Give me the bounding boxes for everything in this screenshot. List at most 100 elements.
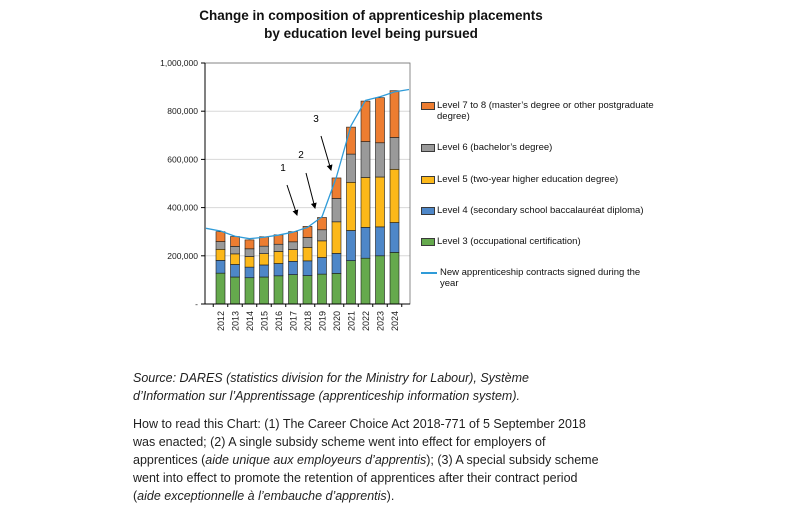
bar-segment-level-5-2021 — [346, 181, 356, 231]
bar-segment-level-6-2019 — [317, 229, 327, 242]
bar-segment-level-4-2022 — [360, 227, 371, 259]
bar-segment-level-7-8-2021 — [346, 126, 356, 155]
legend-item-new-contracts: New apprenticeship contracts signed duri… — [421, 267, 659, 289]
bar-segment-level-4-2024 — [389, 222, 400, 253]
y-tick-label: 800,000 — [167, 106, 198, 116]
legend-item-level-3: Level 3 (occupational certification) — [421, 236, 659, 247]
how-to-note: How to read this Chart: (1) The Career C… — [133, 415, 601, 505]
bar-segment-level-3-2019 — [317, 273, 327, 305]
bar-segment-level-6-2013 — [230, 246, 240, 255]
level-3-swatch-icon — [421, 238, 435, 247]
bar-segment-level-6-2018 — [302, 237, 313, 248]
bar-segment-level-6-2023 — [375, 142, 385, 178]
bar-segment-level-3-2013 — [230, 276, 240, 305]
bar-segment-level-5-2024 — [389, 168, 400, 223]
bar-segment-level-5-2015 — [259, 253, 269, 266]
y-tick-label: 600,000 — [167, 154, 198, 164]
bar-segment-level-6-2014 — [244, 248, 255, 257]
legend-item-level-4: Level 4 (secondary school baccalauréat d… — [421, 205, 659, 216]
annotation-arrow-3 — [320, 135, 333, 171]
bar-segment-level-4-2014 — [244, 266, 255, 279]
how-to-segment: How to read this Chart: (1) The Career C… — [133, 416, 586, 467]
bar-segment-level-7-8-2024 — [389, 90, 400, 138]
bar-segment-level-3-2018 — [302, 275, 313, 305]
bar-segment-level-4-2021 — [346, 230, 356, 261]
level-6-swatch-icon — [421, 144, 435, 153]
bar-segment-level-4-2013 — [230, 264, 240, 278]
annotation-arrow-2 — [305, 172, 317, 209]
bar-segment-level-5-2017 — [288, 249, 298, 262]
bar-segment-level-5-2012 — [215, 248, 226, 261]
legend-label: Level 6 (bachelor’s degree) — [437, 142, 553, 154]
x-tick-label-2020: 2020 — [332, 311, 342, 331]
bar-segment-level-6-2015 — [259, 245, 269, 254]
x-tick-label-2015: 2015 — [260, 311, 270, 331]
bar-segment-level-7-8-2020 — [331, 177, 342, 199]
annotation-label-1: 1 — [280, 163, 286, 174]
bar-segment-level-6-2021 — [346, 153, 356, 183]
bar-segment-level-3-2023 — [375, 255, 385, 305]
bar-segment-level-7-8-2014 — [244, 239, 255, 250]
legend-item-level-6: Level 6 (bachelor’s degree) — [421, 142, 659, 153]
bar-segment-level-3-2020 — [331, 273, 342, 305]
bar-segment-level-5-2023 — [375, 176, 385, 228]
bar-segment-level-5-2016 — [273, 251, 284, 264]
bar-segment-level-3-2016 — [273, 275, 284, 305]
how-to-segment: ); (3) A special subsidy scheme went int… — [133, 452, 599, 503]
bar-segment-level-5-2022 — [360, 177, 371, 228]
y-tick-label: 400,000 — [167, 203, 198, 213]
source-note: Source: DARES (statistics division for t… — [133, 370, 529, 404]
bar-segment-level-3-2021 — [346, 260, 356, 305]
bar-segment-level-3-2024 — [389, 252, 400, 305]
bar-segment-level-3-2012 — [215, 272, 226, 305]
bar-segment-level-4-2017 — [288, 261, 298, 275]
bar-segment-level-3-2017 — [288, 274, 298, 305]
bar-segment-level-5-2020 — [331, 221, 342, 254]
title-line-1: Change in composition of apprenticeship … — [199, 8, 543, 23]
bar-segment-level-7-8-2018 — [302, 226, 313, 238]
legend-label: Level 4 (secondary school baccalauréat d… — [437, 204, 644, 216]
bar-segment-level-4-2016 — [273, 263, 284, 277]
bar-segment-level-5-2013 — [230, 253, 240, 265]
legend-label: Level 5 (two-year higher education degre… — [437, 173, 619, 185]
bar-segment-level-5-2018 — [302, 247, 313, 262]
y-tick-label: - — [195, 299, 198, 309]
x-tick-label-2016: 2016 — [274, 311, 284, 331]
title-line-2: by education level being pursued — [264, 25, 478, 41]
stacked-bar-chart: - 200,000 400,000 600,000 800,000 1,000,000 20… — [160, 58, 411, 331]
annotation-label-2: 2 — [298, 150, 304, 161]
x-tick-label-2017: 2017 — [289, 311, 299, 331]
bar-segment-level-3-2015 — [259, 276, 269, 305]
bar-segment-level-7-8-2013 — [230, 236, 240, 247]
x-tick-label-2018: 2018 — [303, 311, 313, 331]
bar-segment-level-5-2014 — [244, 256, 255, 268]
legend-label: New apprenticeship contracts signed duri… — [440, 267, 641, 290]
legend-item-level-7-8: Level 7 to 8 (master’s degree or other p… — [421, 100, 659, 122]
bar-segment-level-4-2023 — [375, 226, 385, 257]
annotation-arrow-1 — [286, 184, 299, 216]
bar-segment-level-6-2024 — [389, 137, 400, 170]
level-5-swatch-icon — [421, 175, 435, 184]
bar-segment-level-6-2022 — [360, 141, 371, 178]
x-tick-label-2024: 2024 — [390, 311, 400, 331]
bar-segment-level-5-2019 — [317, 240, 327, 258]
x-tick-label-2022: 2022 — [361, 311, 371, 331]
bar-segment-level-7-8-2023 — [375, 97, 385, 144]
bar-segment-level-4-2012 — [215, 260, 226, 274]
bar-segment-level-7-8-2016 — [273, 234, 284, 245]
y-tick-label: 200,000 — [167, 251, 198, 261]
level-7-8-swatch-icon — [421, 102, 435, 110]
x-tick-label-2019: 2019 — [318, 311, 328, 331]
bar-segment-level-4-2018 — [302, 260, 313, 276]
legend-item-level-5: Level 5 (two-year higher education degre… — [421, 174, 659, 185]
bar-segment-level-3-2022 — [360, 257, 371, 305]
legend-label: Level 3 (occupational certification) — [437, 236, 581, 248]
bar-segment-level-7-8-2012 — [215, 231, 226, 242]
bar-segment-level-3-2014 — [244, 277, 255, 305]
page-title: Change in composition of apprenticeship … — [0, 7, 742, 43]
level-4-swatch-icon — [421, 206, 435, 215]
contracts-line — [205, 88, 410, 240]
new-contracts-line-icon — [421, 271, 437, 274]
bar-segment-level-6-2012 — [215, 241, 226, 250]
x-tick-label-2021: 2021 — [347, 311, 357, 331]
